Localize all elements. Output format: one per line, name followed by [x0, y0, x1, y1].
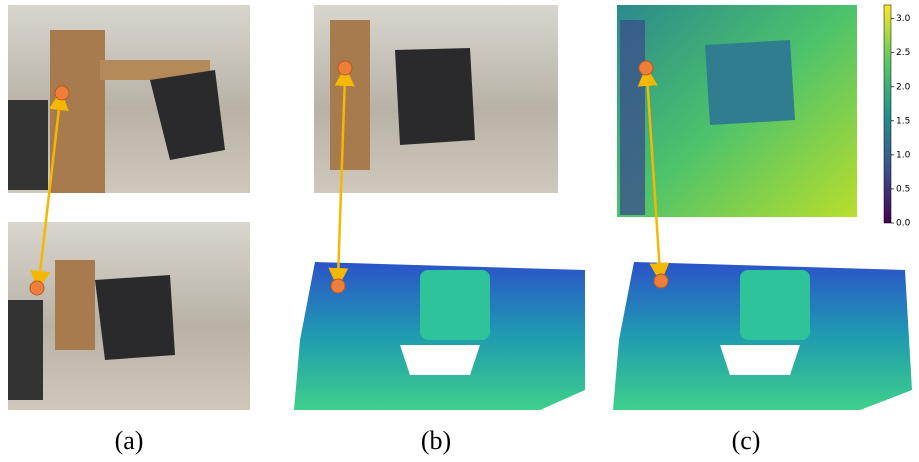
photo-a-bottom: [8, 222, 250, 410]
colorbar-tick-label: 1.5: [896, 116, 910, 126]
photo-b: [314, 5, 558, 193]
colorbar-tick-label: 1.0: [896, 150, 911, 160]
panel-label: (c): [732, 426, 761, 455]
colorbar-tick-label: 2.0: [896, 82, 911, 92]
figure: 0.0 0.5 1.0 1.5 2.0 2.5 3.0 (a) (b) (c): [0, 0, 919, 462]
panel-label: (a): [115, 426, 144, 455]
colorbar-tick-label: 0.5: [896, 184, 910, 194]
colorbar-tick-label: 3.0: [896, 14, 911, 24]
colorbar-tick-label: 2.5: [896, 48, 910, 58]
colorbar: [884, 5, 891, 223]
photo-a-top: [8, 5, 250, 193]
colorbar-tick-label: 0.0: [896, 219, 911, 229]
colorbar-ticks: 0.0 0.5 1.0 1.5 2.0 2.5 3.0: [891, 14, 911, 228]
panel-label: (b): [421, 426, 451, 455]
